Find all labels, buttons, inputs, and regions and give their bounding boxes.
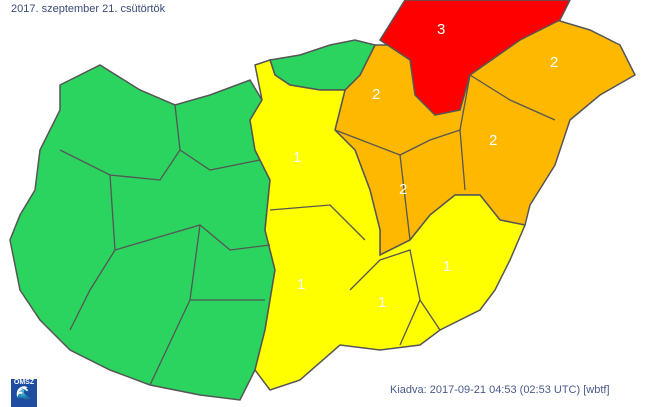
county-borders <box>59 73 556 386</box>
region-yellow[interactable] <box>249 59 527 391</box>
region-level-label: 2 <box>372 86 380 103</box>
region-level-label: 2 <box>550 54 558 71</box>
date-label: 2017. szeptember 21. csütörtök <box>11 3 166 15</box>
omsz-logo: OMSZ 🌊 <box>11 379 37 407</box>
issued-timestamp: Kiadva: 2017-09-21 04:53 (02:53 UTC) [wb… <box>390 384 610 396</box>
region-level-label: 1 <box>297 276 305 293</box>
region-level-label: 2 <box>489 132 497 149</box>
region-level-label: 1 <box>443 258 451 275</box>
logo-text: OMSZ <box>13 379 35 386</box>
region-level-label: 3 <box>437 21 445 38</box>
region-level-label: 1 <box>378 294 386 311</box>
region-level-label: 2 <box>399 181 407 198</box>
region-level-label: 1 <box>293 149 301 166</box>
